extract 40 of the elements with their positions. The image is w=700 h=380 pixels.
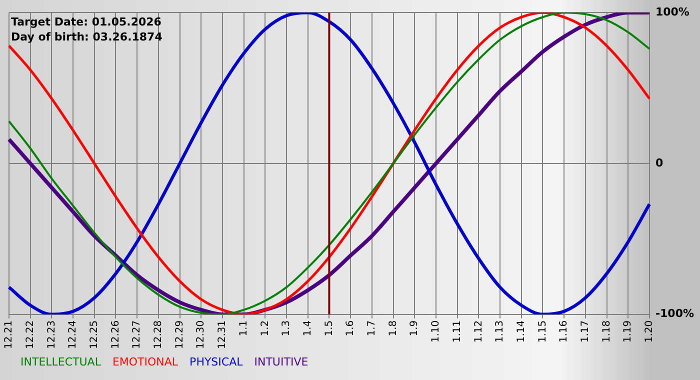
x-tick-label: 12.22 [24, 320, 36, 350]
y-tick-label: 100% [655, 5, 690, 18]
x-tick-label: 1.5 [324, 320, 335, 336]
x-tick-label: 1.10 [430, 320, 442, 343]
x-tick-label: 1.2 [260, 320, 271, 336]
text: EMOTIONAL [112, 355, 179, 368]
x-tick-label: 1.16 [558, 320, 570, 343]
x-tick-label: 12.29 [174, 320, 186, 350]
x-tick-label: 1.8 [388, 320, 399, 336]
x-tick-label: 1.18 [601, 320, 612, 343]
x-tick-label: 1.13 [494, 320, 506, 343]
x-tick-label: 1.1 [238, 320, 250, 336]
x-tick-label: 1.17 [580, 320, 591, 343]
y-tick-label: -100% [655, 307, 694, 320]
text: INTELLECTUAL [20, 355, 102, 368]
x-tick-label: 1.3 [281, 320, 292, 336]
x-tick-label: 1.7 [366, 320, 378, 336]
annotation: Day of birth: 03.26.1874 [11, 30, 163, 44]
annotation: Target Date: 01.05.2026 [11, 15, 162, 28]
x-tick-label: 1.12 [473, 320, 484, 343]
x-tick-label: 1.11 [452, 320, 463, 343]
x-tick-label: 1.9 [409, 320, 420, 336]
x-tick-label: 1.6 [345, 320, 356, 336]
x-tick-label: 12.23 [46, 320, 58, 350]
x-tick-label: 12.30 [196, 320, 207, 350]
x-tick-label: 12.28 [153, 320, 164, 350]
x-tick-label: 12.26 [110, 320, 122, 350]
x-tick-label: 1.19 [622, 320, 634, 343]
x-tick-label: 1.14 [516, 320, 527, 343]
x-tick-label: 12.24 [68, 320, 79, 350]
x-tick-label: 1.20 [644, 320, 656, 343]
text: PHYSICAL [190, 355, 244, 368]
x-tick-label: 1.15 [537, 320, 548, 343]
x-tick-label: 12.25 [88, 320, 100, 350]
x-tick-label: 12.27 [132, 320, 143, 350]
text: INTUITIVE [254, 355, 308, 368]
x-tick-label: 12.31 [217, 320, 228, 350]
y-tick-label: 0 [655, 156, 664, 170]
x-tick-label: 12.21 [4, 320, 15, 350]
x-tick-label: 1.4 [302, 320, 314, 336]
